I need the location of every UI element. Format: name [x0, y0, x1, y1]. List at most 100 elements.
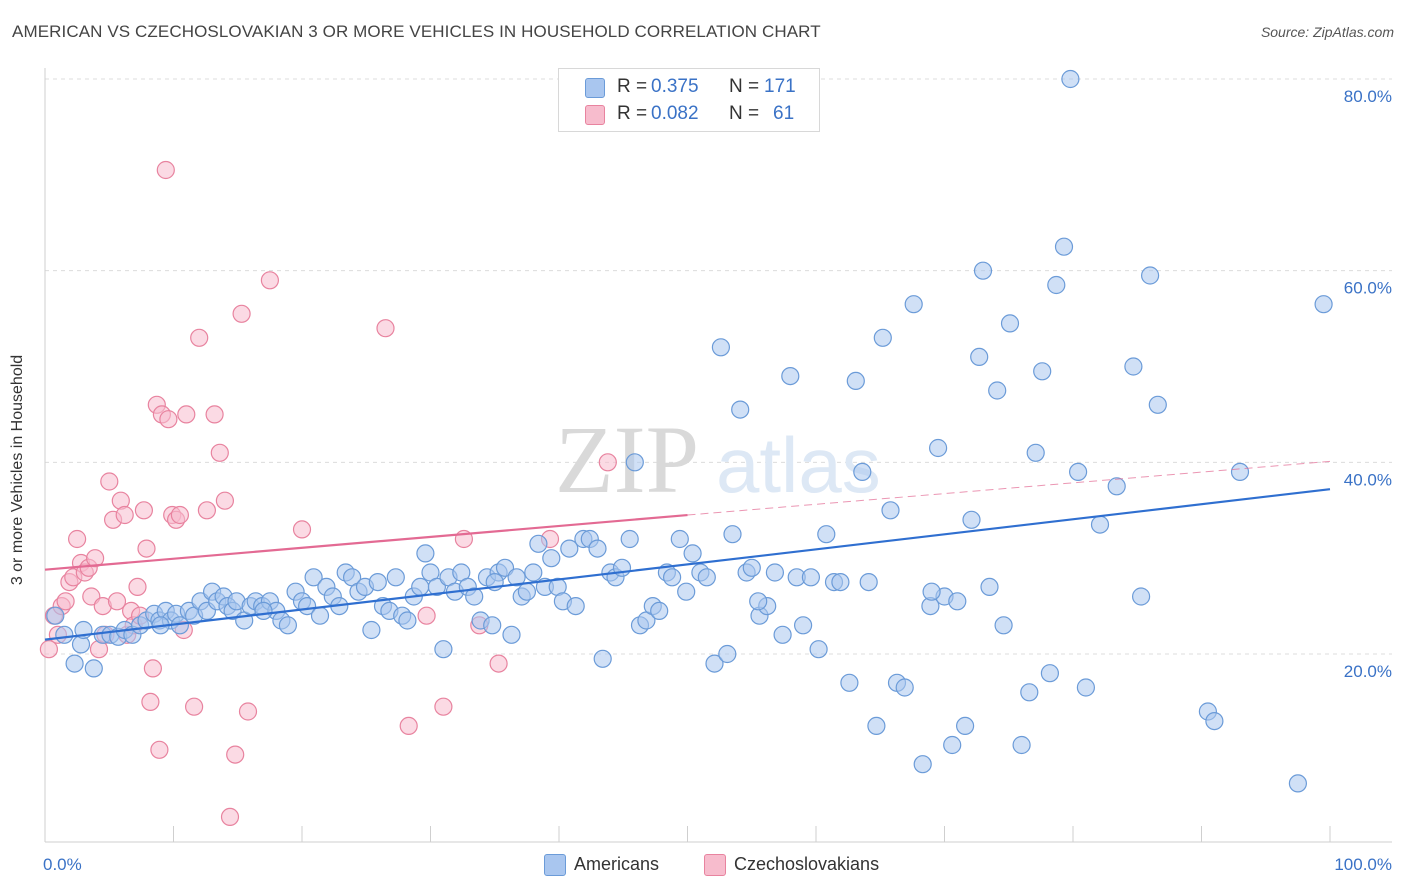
american-point [904, 295, 923, 314]
american-point [1047, 275, 1066, 295]
czechoslovakian-point [232, 304, 251, 323]
american-point [1033, 362, 1052, 381]
american-point [846, 371, 865, 390]
american-point [368, 572, 387, 592]
czechoslovakian-point [134, 501, 153, 520]
american-point [973, 261, 993, 280]
czechoslovakian-point [177, 405, 196, 424]
american-point [817, 525, 836, 544]
czechoslovakian-point [260, 271, 279, 290]
r-value: 0.082 [651, 103, 699, 124]
american-point [593, 649, 612, 668]
stats-legend: R = 0.375 N = 171 R = 0.082 N = 61 [558, 68, 820, 132]
american-point [46, 606, 65, 625]
czechoslovakian-point [85, 549, 105, 568]
czechoslovakian-point [107, 592, 127, 611]
american-point [859, 572, 878, 592]
americans-points [46, 69, 1333, 793]
czechoslovakian-point [156, 160, 175, 180]
american-point [398, 611, 417, 630]
american-point [542, 549, 561, 568]
x-tick-label: 100.0% [1334, 855, 1392, 874]
american-point [994, 616, 1013, 635]
american-point [809, 640, 828, 659]
american-point [529, 534, 548, 553]
american-point [566, 596, 585, 616]
y-tick-label: 40.0% [1344, 470, 1392, 489]
american-point [278, 616, 297, 635]
american-point [881, 501, 900, 520]
american-point [1131, 587, 1151, 606]
american-point [731, 400, 750, 419]
czechoslovakian-point [190, 328, 209, 347]
r-value: 0.375 [651, 76, 699, 97]
n-label: N = [729, 103, 760, 124]
czechoslovakians-points [39, 160, 617, 827]
american-point [922, 582, 941, 601]
czechoslovakian-point [141, 692, 160, 712]
american-point [853, 462, 872, 481]
american-point [304, 568, 323, 587]
american-point [411, 577, 430, 597]
chart-title: AMERICAN VS CZECHOSLOVAKIAN 3 OR MORE VE… [12, 22, 821, 41]
american-point [1026, 443, 1045, 462]
american-point [1230, 462, 1250, 481]
american-point [873, 328, 892, 347]
american-point [625, 453, 644, 472]
czechoslovakian-point [399, 716, 418, 736]
czechoslovakian-point [215, 491, 234, 510]
tick-labels: 0.0% 100.0% 20.0% 40.0% 60.0% 80.0% [43, 87, 1392, 874]
american-point [840, 673, 859, 692]
gridlines [45, 78, 1392, 655]
czechoslovakian-point [100, 472, 119, 491]
american-point [524, 563, 543, 582]
americans-legend-label: Americans [574, 854, 660, 874]
american-point [1288, 774, 1308, 793]
american-point [434, 640, 453, 659]
czechoslovakian-point [376, 319, 395, 338]
american-point [683, 544, 702, 563]
american-point [1314, 295, 1333, 314]
watermark-atlas: atlas [716, 421, 881, 509]
czechoslovakian-point [205, 405, 224, 424]
american-point [465, 587, 484, 606]
american-point [386, 568, 405, 587]
american-point [55, 625, 74, 644]
czechoslovakian-point [292, 520, 312, 539]
czechoslovakian-point [417, 606, 436, 625]
czechoslovakian-point [197, 501, 216, 520]
american-point [781, 367, 800, 386]
czechoslovakian-point [115, 505, 134, 525]
american-point [765, 563, 785, 582]
american-point [620, 529, 639, 549]
american-point [84, 659, 103, 678]
american-point [483, 616, 502, 635]
american-point [742, 558, 761, 577]
x-tick-label: 0.0% [43, 855, 82, 874]
american-point [801, 568, 821, 587]
american-point [970, 347, 989, 366]
american-point [1076, 678, 1096, 697]
americans-swatch [585, 78, 605, 98]
american-point [662, 568, 682, 587]
n-value: 171 [764, 76, 796, 97]
american-point [913, 755, 932, 774]
czechoslovakian-point [598, 453, 617, 472]
source-credit: Source: ZipAtlas.com [1260, 24, 1394, 40]
american-point [1020, 683, 1039, 702]
americans-legend-swatch [544, 854, 566, 876]
czechoslovakian-point [159, 410, 178, 429]
czechoslovakian-point [56, 592, 75, 611]
american-point [416, 544, 435, 563]
american-point [867, 716, 886, 736]
american-point [254, 601, 273, 621]
american-point [1140, 266, 1160, 285]
n-label: N = [729, 76, 760, 97]
r-label: R = [617, 76, 648, 97]
american-point [650, 601, 669, 621]
czechoslovakians-trend-extension [687, 460, 1331, 516]
american-point [1068, 462, 1088, 481]
czechoslovakian-point [434, 697, 453, 716]
american-point [1148, 395, 1167, 414]
